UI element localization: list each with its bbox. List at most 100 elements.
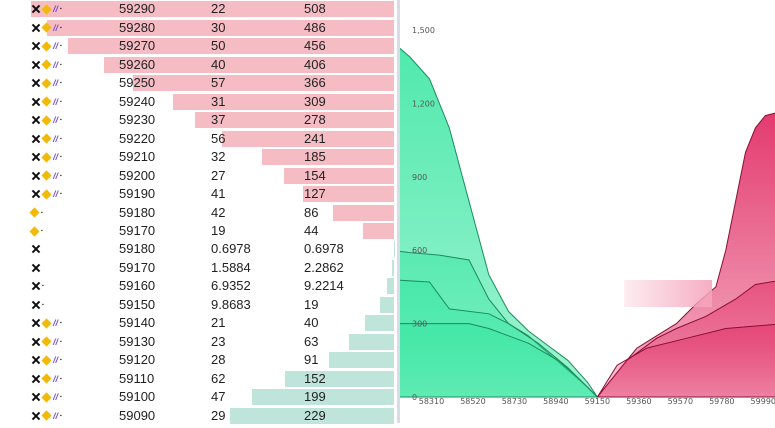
cumulative-cell: 44: [304, 223, 318, 239]
cumulative-cell: 127: [304, 186, 326, 202]
tag-icon: ▪: [60, 413, 62, 419]
tag-icon: ▪: [42, 302, 44, 308]
quantity-cell: 1.5884: [211, 260, 251, 276]
tag-icon: ▪: [41, 228, 43, 234]
tag-icon: ▪: [60, 173, 62, 179]
quantity-cell: 29: [211, 408, 225, 424]
slash-icon: //: [53, 4, 58, 14]
depth-bar: [349, 334, 394, 350]
slash-icon: //: [53, 189, 58, 199]
slash-icon: //: [53, 374, 58, 384]
quantity-cell: 19: [211, 223, 225, 239]
close-icon: [32, 135, 40, 143]
tag-icon: ▪: [60, 80, 62, 86]
close-icon: [32, 24, 40, 32]
price-cell: 59150: [119, 297, 155, 313]
x-tick-label: 58310: [419, 397, 444, 406]
tag-icon: ▪: [60, 25, 62, 31]
cumulative-cell: 508: [304, 1, 326, 17]
tag-icon: ▪: [60, 357, 62, 363]
slash-icon: //: [53, 41, 58, 51]
exchange-icons: ▪: [32, 300, 44, 310]
close-icon: [32, 412, 40, 420]
tag-icon: ▪: [60, 117, 62, 123]
price-cell: 59200: [119, 168, 155, 184]
close-icon: [32, 375, 40, 383]
price-cell: 59170: [119, 260, 155, 276]
cumulative-cell: 91: [304, 352, 318, 368]
slash-icon: //: [53, 115, 58, 125]
cumulative-cell: 9.2214: [304, 278, 344, 294]
hover-tooltip: [624, 280, 712, 307]
price-cell: 59160: [119, 278, 155, 294]
y-tick-label: 1,500: [412, 26, 435, 35]
depth-bar: [333, 205, 394, 221]
close-icon: [32, 98, 40, 106]
binance-icon: [29, 226, 39, 236]
close-icon: [32, 116, 40, 124]
cumulative-cell: 185: [304, 149, 326, 165]
close-icon: [32, 301, 40, 309]
quantity-cell: 57: [211, 75, 225, 91]
depth-bar: [68, 38, 394, 54]
price-cell: 59110: [119, 371, 154, 387]
tag-icon: ▪: [60, 136, 62, 142]
quantity-cell: 37: [211, 112, 225, 128]
cumulative-cell: 199: [304, 389, 326, 405]
slash-icon: //: [53, 97, 58, 107]
slash-icon: //: [53, 134, 58, 144]
exchange-icons: //▪: [32, 318, 62, 328]
tag-icon: ▪: [41, 210, 43, 216]
price-cell: 59290: [119, 1, 155, 17]
quantity-cell: 47: [211, 389, 225, 405]
exchange-icons: ▪: [32, 281, 44, 291]
quantity-cell: 31: [211, 94, 225, 110]
exchange-icons: //▪: [32, 355, 62, 365]
binance-icon: [41, 189, 51, 199]
x-tick-label: 59360: [626, 397, 651, 406]
x-tick-label: 59570: [668, 397, 693, 406]
binance-icon: [41, 355, 51, 365]
x-tick-label: 58730: [502, 397, 527, 406]
cumulative-cell: 229: [304, 408, 326, 424]
close-icon: [32, 356, 40, 364]
slash-icon: //: [53, 23, 58, 33]
tag-icon: ▪: [60, 376, 62, 382]
cumulative-cell: 63: [304, 334, 318, 350]
exchange-icons: //▪: [32, 41, 62, 51]
binance-icon: [29, 207, 39, 217]
slash-icon: //: [53, 318, 58, 328]
price-cell: 59140: [119, 315, 155, 331]
cumulative-cell: 486: [304, 20, 326, 36]
depth-bar: [329, 352, 394, 368]
x-tick-label: 59150: [585, 397, 610, 406]
tag-icon: ▪: [60, 320, 62, 326]
slash-icon: //: [53, 355, 58, 365]
cumulative-cell: 0.6978: [304, 241, 344, 257]
